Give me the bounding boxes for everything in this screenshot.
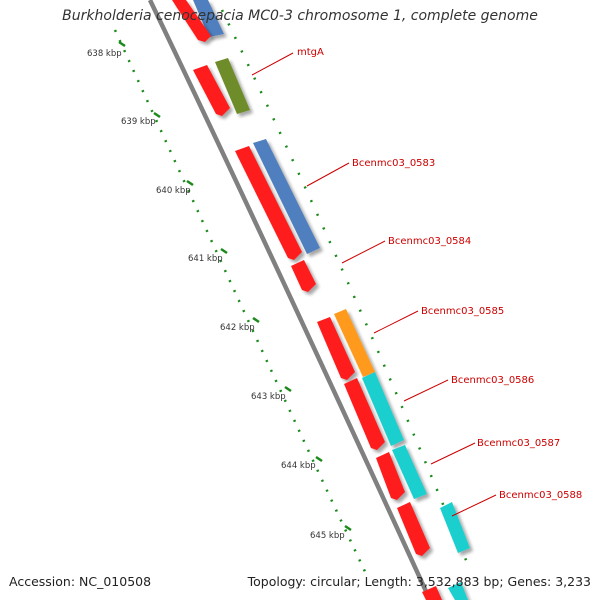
gene-arrow-red[interactable] — [291, 260, 316, 292]
gene-arrow-red[interactable] — [317, 317, 355, 380]
gene-arrow-red[interactable] — [172, 0, 211, 42]
gene-feature-blue[interactable] — [193, 0, 224, 37]
gene-label-0584[interactable]: Bcenmc03_0584 — [388, 236, 471, 247]
tick-label-639: 639 kbp — [121, 117, 156, 127]
gene-feature-olive[interactable] — [215, 58, 250, 114]
gene-feature-blue[interactable] — [253, 139, 320, 254]
gene-label-0588[interactable]: Bcenmc03_0588 — [499, 490, 582, 501]
accession-text: Accession: NC_010508 — [9, 574, 152, 589]
gene-label-0587[interactable]: Bcenmc03_0587 — [477, 438, 560, 449]
leader-line — [341, 240, 386, 264]
major-ticks — [118, 40, 352, 532]
major-tick — [284, 385, 292, 393]
leader-line — [451, 494, 497, 517]
tick-label-641: 641 kbp — [188, 254, 223, 264]
topology-summary: Topology: circular; Length: 3,532,883 bp… — [247, 574, 591, 589]
gene-arrow-red[interactable] — [376, 452, 405, 500]
gene-arrow-red[interactable] — [422, 586, 442, 600]
gene-feature-cyan[interactable] — [440, 502, 470, 553]
leader-line — [251, 52, 294, 76]
major-tick — [315, 455, 323, 463]
tick-line-outer — [220, 9, 472, 571]
tick-label-638: 638 kbp — [87, 49, 122, 59]
gene-feature-cyan[interactable] — [448, 582, 468, 600]
gene-feature-orange[interactable] — [334, 309, 375, 377]
leader-line — [403, 379, 449, 402]
major-tick — [344, 524, 352, 532]
leader-line — [430, 442, 476, 465]
major-tick — [153, 111, 161, 119]
tick-label-640: 640 kbp — [156, 186, 191, 196]
major-tick — [186, 179, 194, 187]
map-title: Burkholderia cenocepacia MC0-3 chromosom… — [62, 8, 538, 24]
gene-label-0583[interactable]: Bcenmc03_0583 — [352, 158, 435, 169]
gene-arrow-red[interactable] — [193, 65, 230, 116]
gene-feature-cyan[interactable] — [362, 372, 404, 446]
gene-label-0586[interactable]: Bcenmc03_0586 — [451, 375, 534, 386]
leader-line — [373, 310, 419, 334]
leader-line — [306, 162, 350, 187]
inner-feature-track — [172, 0, 442, 600]
tick-label-642: 642 kbp — [220, 323, 255, 333]
major-tick — [220, 247, 228, 255]
gene-arrow-red[interactable] — [344, 378, 385, 450]
gene-label-mtgA[interactable]: mtgA — [297, 47, 324, 58]
major-tick — [252, 316, 260, 324]
label-leaders — [251, 52, 497, 517]
outer-feature-track — [193, 0, 470, 600]
gene-feature-cyan[interactable] — [392, 445, 427, 499]
tick-label-643: 643 kbp — [251, 392, 286, 402]
gene-label-0585[interactable]: Bcenmc03_0585 — [421, 306, 504, 317]
tick-label-644: 644 kbp — [281, 461, 316, 471]
major-tick — [118, 40, 126, 48]
gene-arrow-red[interactable] — [235, 146, 302, 260]
tick-label-645: 645 kbp — [310, 531, 345, 541]
backbone-arc — [147, 0, 433, 600]
gene-arrow-red[interactable] — [397, 502, 430, 556]
